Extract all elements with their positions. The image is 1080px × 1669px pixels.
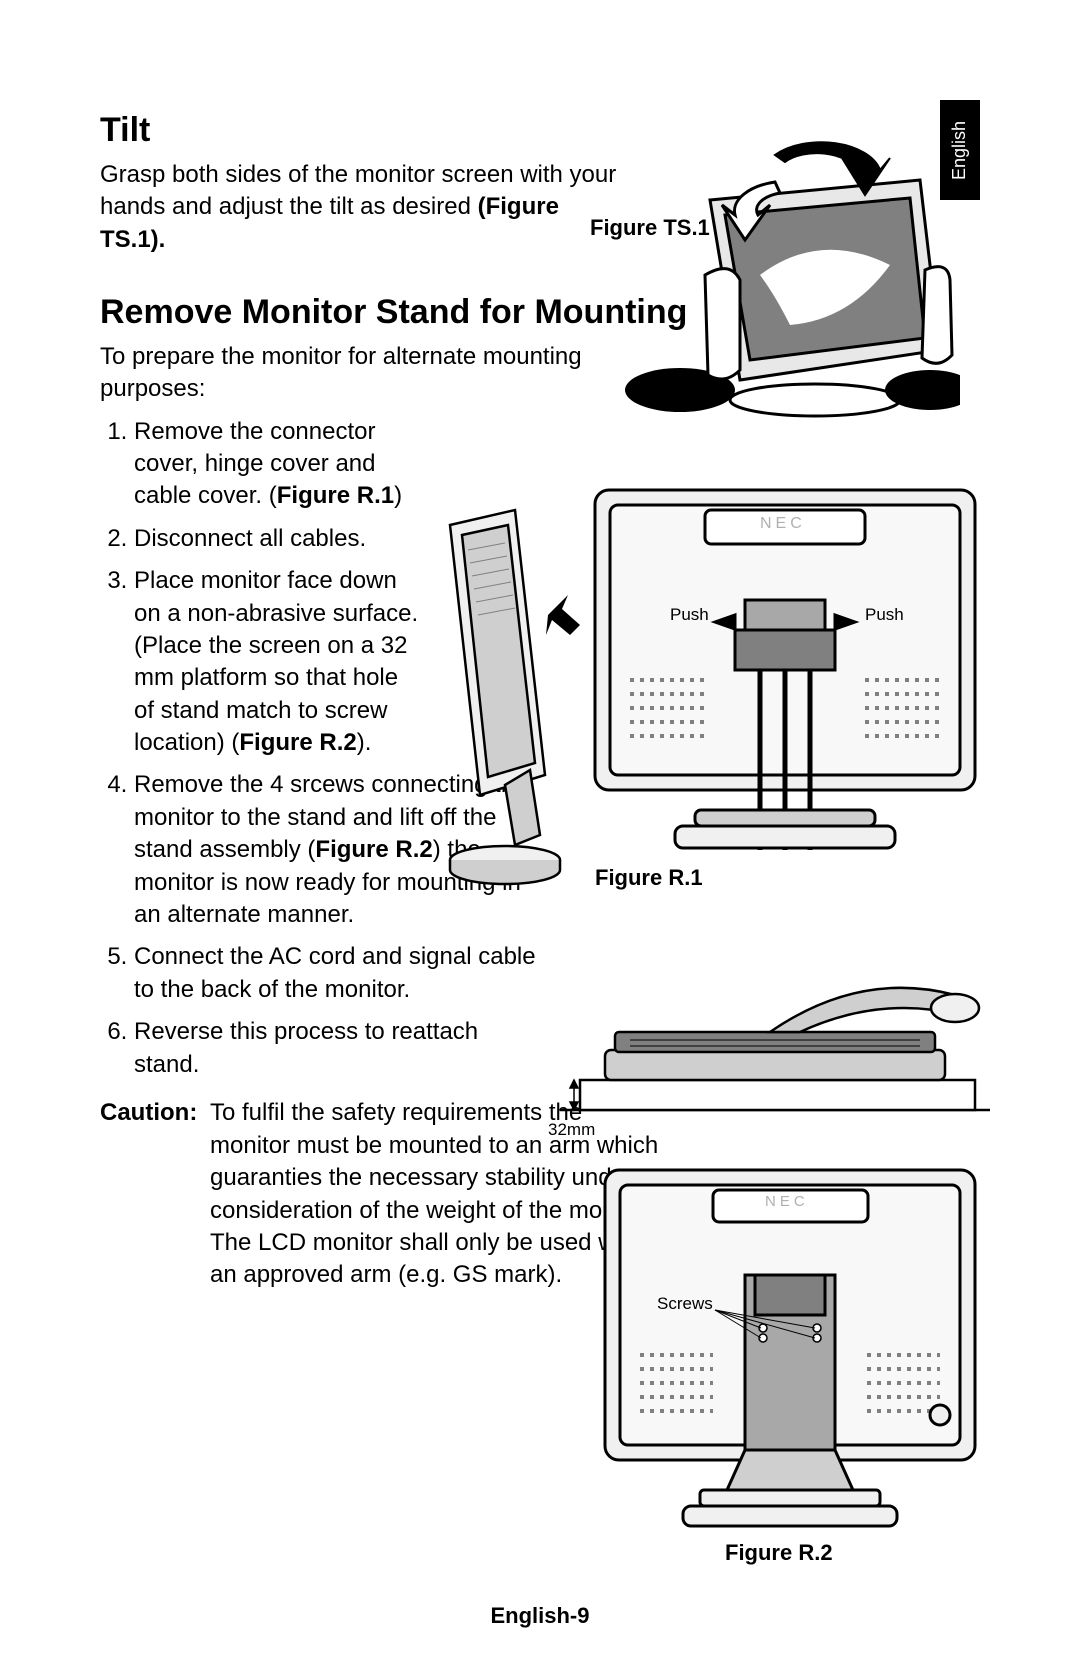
step-3-fig: Figure R.2 xyxy=(239,729,356,756)
fig-r1-caption: Figure R.1 xyxy=(595,865,703,891)
figure-r1-side xyxy=(420,495,580,895)
step-5-a: Connect the AC cord and signal cable to … xyxy=(134,943,536,1002)
figure-r2-side: 32mm xyxy=(560,940,990,1140)
step-6: Reverse this process to reattach stand. xyxy=(134,1016,550,1081)
step-3-b: ). xyxy=(357,729,372,756)
svg-text:NEC: NEC xyxy=(765,1193,809,1210)
svg-text:NEC: NEC xyxy=(760,515,806,532)
step-6-a: Reverse this process to reattach stand. xyxy=(134,1018,478,1077)
page-number: English-9 xyxy=(0,1603,1080,1629)
figure-r2-rear: NEC Screws Figure R.2 xyxy=(595,1160,985,1580)
step-3-a: Place monitor face down on a non-abrasiv… xyxy=(134,567,418,756)
fig-r2-caption: Figure R.2 xyxy=(725,1540,833,1566)
step-3: Place monitor face down on a non-abrasiv… xyxy=(134,565,420,759)
remove-steps: Remove the connector cover, hinge cover … xyxy=(100,416,420,760)
step-1-b: ) xyxy=(394,482,402,509)
fig-ts1-caption: Figure TS.1 xyxy=(590,215,710,241)
screws-label: Screws xyxy=(657,1294,713,1314)
step-1: Remove the connector cover, hinge cover … xyxy=(134,416,420,513)
step-2-a: Disconnect all cables. xyxy=(134,525,366,552)
mm-label: 32mm xyxy=(548,1120,595,1140)
push-right: Push xyxy=(865,605,904,625)
page: English Tilt Grasp both sides of the mon… xyxy=(0,0,1080,1669)
push-left: Push xyxy=(670,605,709,625)
step-5: Connect the AC cord and signal cable to … xyxy=(134,941,550,1006)
step-4-fig: Figure R.2 xyxy=(315,836,432,863)
step-1-fig: Figure R.1 xyxy=(277,482,394,509)
caution-label: Caution: xyxy=(100,1099,197,1126)
step-2: Disconnect all cables. xyxy=(134,523,420,555)
figure-ts1: Figure TS.1 xyxy=(590,120,960,440)
remove-intro: To prepare the monitor for alternate mou… xyxy=(100,341,660,406)
tilt-paragraph: Grasp both sides of the monitor screen w… xyxy=(100,159,620,256)
figure-r1-rear: NEC Push Push Figure R.1 xyxy=(585,480,985,900)
